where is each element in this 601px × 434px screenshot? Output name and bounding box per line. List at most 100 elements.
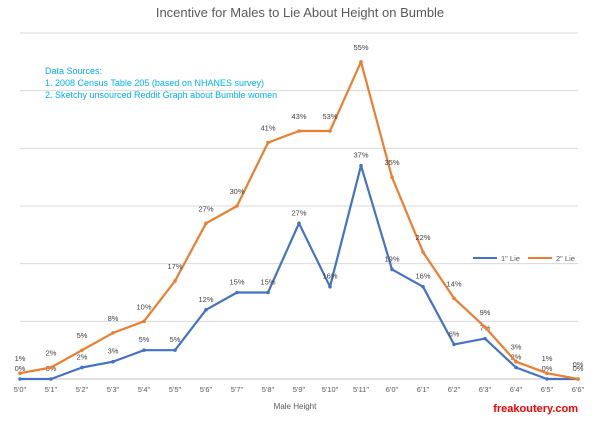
x-tick-label: 5'2" [76,385,89,394]
data-label: 53% [322,112,337,121]
data-point [483,336,487,341]
series-layer: 0%0%2%3%5%5%12%15%15%27%16%37%19%16%6%7%… [15,43,584,381]
x-tick-label: 6'4" [510,385,523,394]
data-point [49,365,53,370]
data-source-line-2: 2. Sketchy unsourced Reddit Graph about … [45,90,277,100]
x-tick-label: 5'3" [107,385,120,394]
data-label: 3% [108,347,119,356]
data-label: 16% [322,272,337,281]
data-label: 17% [167,262,182,271]
data-sources-note: Data Sources: 1. 2008 Census Table 205 (… [45,66,277,100]
x-tick-label: 5'8" [262,385,275,394]
data-point [80,365,84,370]
data-label: 27% [291,208,306,217]
data-point [297,129,301,133]
data-label: 10% [136,302,151,311]
data-point [452,296,456,301]
data-label: 22% [415,233,430,242]
data-point [142,319,146,324]
data-point [297,221,301,226]
data-label: 30% [229,187,244,196]
x-tick-label: 5'1" [45,385,58,394]
data-label: 6% [449,329,460,338]
x-tick-label: 6'6" [572,385,585,394]
data-point [545,371,549,376]
data-point [390,267,394,272]
data-label: 15% [229,278,244,287]
legend-label-1-inch: 1" Lie [501,254,520,263]
data-label: 41% [260,124,275,133]
data-point [204,308,208,312]
data-label: 8% [108,314,119,323]
x-tick-label: 6'5" [541,385,554,394]
data-label: 43% [291,112,306,121]
data-label: 14% [446,279,461,288]
chart-title: Incentive for Males to Lie About Height … [156,5,444,20]
x-tick-label: 5'0" [14,385,27,394]
data-point [142,348,146,352]
data-point [49,377,53,381]
data-label: 0% [542,364,553,373]
data-label: 1% [542,354,553,363]
data-label: 5% [170,335,181,344]
x-tick-label: 6'2" [448,385,461,394]
data-source-line-1: 1. 2008 Census Table 205 (based on NHANE… [45,78,264,88]
data-label: 37% [353,151,368,160]
data-label: 27% [198,204,213,213]
data-label: 55% [353,43,368,52]
data-label: 3% [511,343,522,352]
x-axis-title: Male Height [274,402,317,411]
x-tick-label: 5'11" [353,385,369,394]
data-point [266,140,270,145]
x-tick-label: 6'1" [417,385,430,394]
data-point [576,377,580,381]
data-point [111,331,115,335]
x-tick-label: 5'6" [200,385,213,394]
x-tick-label: 6'0" [386,385,399,394]
gridlines [20,32,578,322]
series-2: 1% 2% 5% 8% 10% 17% 27% 30% 41% 43% 53% 55% 35% 22% 14… [15,43,584,381]
data-point [235,290,239,295]
data-label: 1% [15,354,26,363]
data-label: 15% [260,278,275,287]
x-tick-label: 6'3" [479,385,492,394]
legend: 1" Lie 2" Lie [473,254,575,263]
x-axis: 5'0" 5'1" 5'2" 5'3" 5'4" 5'5" 5'6" 5'7" 5'8" 5'9"… [14,378,585,394]
data-label: 5% [77,331,88,340]
data-label: 9% [480,308,491,317]
data-point [328,284,332,289]
data-point [545,377,549,381]
data-label: 0% [573,360,584,369]
x-tick-label: 5'4" [138,385,151,394]
x-tick-label: 5'10" [322,385,339,394]
data-point [111,359,115,364]
data-point [235,204,239,208]
data-point [328,129,332,133]
data-label: 16% [415,272,430,281]
data-label: 5% [139,335,150,344]
data-label: 2% [511,352,522,361]
data-point [390,175,394,179]
data-label: 12% [198,295,213,304]
data-point [173,348,177,352]
watermark: freakoutery.com [493,403,578,415]
data-point [173,279,177,283]
data-point [514,359,518,364]
data-point [18,371,22,376]
data-label: 2% [77,352,88,361]
data-point [452,342,456,347]
data-point [421,284,425,289]
data-point [80,348,84,352]
data-point [359,60,363,64]
data-label: 35% [384,158,399,167]
x-tick-label: 5'5" [169,385,182,394]
data-label: 0% [573,364,584,373]
data-point [421,250,425,254]
x-tick-label: 5'9" [293,385,306,394]
data-point [18,377,22,381]
data-point [266,290,270,295]
data-label: 19% [384,254,399,263]
